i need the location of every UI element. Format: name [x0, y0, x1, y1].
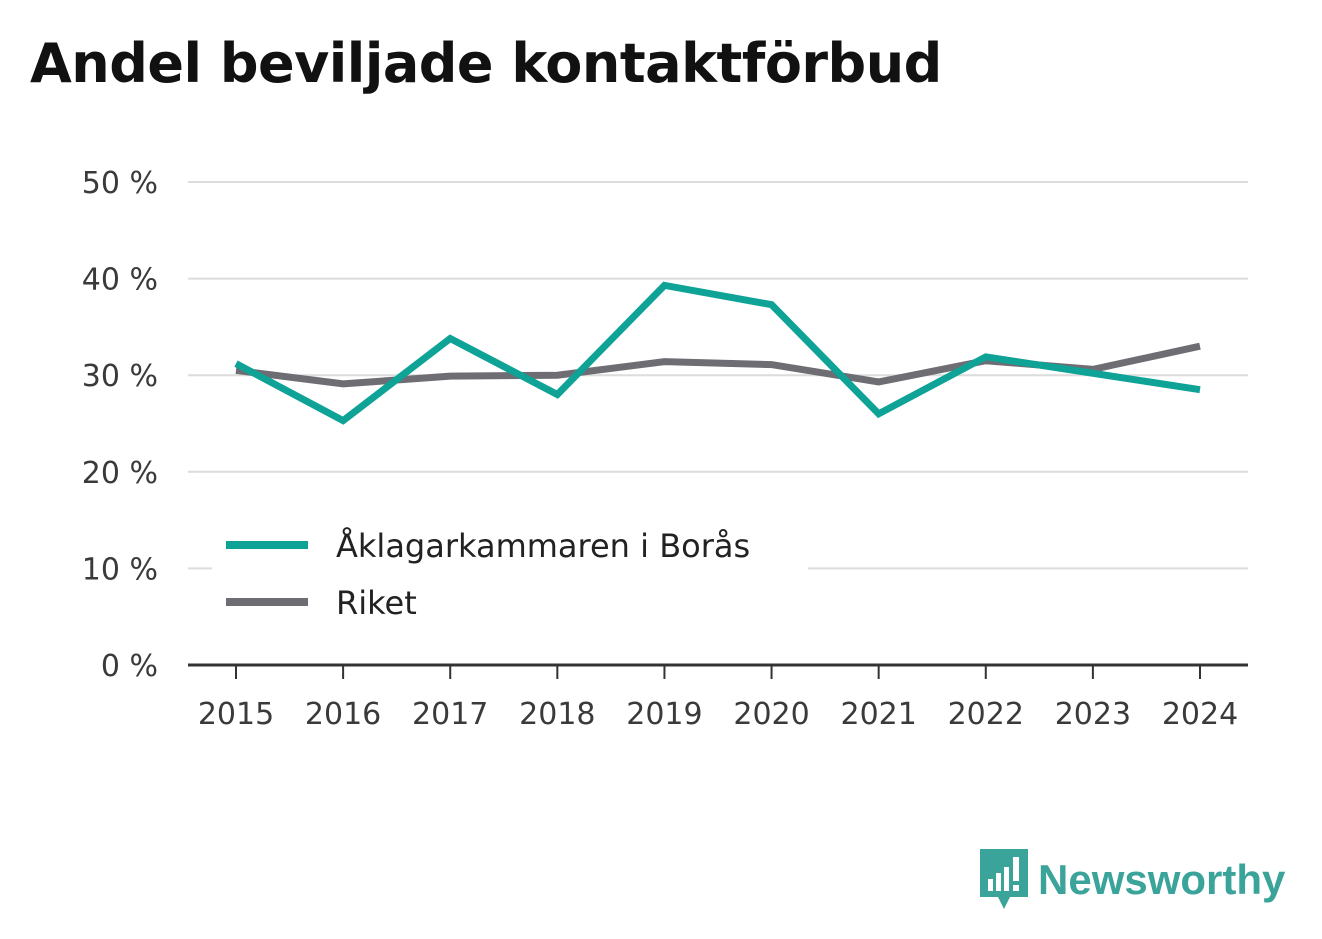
legend-label: Åklagarkammaren i Borås — [336, 527, 750, 565]
chart-title: Andel beviljade kontaktförbud — [30, 32, 942, 95]
x-axis-ticks: 2015 2016 2017 2018 2019 2020 2021 2022 2023 2024 — [198, 665, 1238, 732]
x-tick-label: 2015 — [198, 697, 274, 732]
legend-label: Riket — [336, 584, 417, 622]
x-tick-label: 2023 — [1055, 697, 1131, 732]
x-tick-label: 2016 — [305, 697, 381, 732]
y-axis-ticks: 0 % 10 % 20 % 30 % 40 % 50 % — [82, 166, 158, 684]
y-tick-label: 30 % — [82, 359, 158, 394]
brand: Newsworthy — [980, 848, 1285, 912]
y-tick-label: 40 % — [82, 263, 158, 298]
legend-background — [212, 518, 808, 570]
series-lines — [234, 281, 1201, 425]
brand-name: Newsworthy — [1038, 856, 1286, 903]
y-tick-label: 20 % — [82, 456, 158, 491]
legend: Åklagarkammaren i Borås Riket — [212, 518, 808, 622]
series-line-aklagarkammaren — [234, 281, 1201, 425]
x-tick-label: 2021 — [840, 697, 916, 732]
x-tick-label: 2018 — [519, 697, 595, 732]
y-tick-label: 10 % — [82, 552, 158, 587]
x-tick-label: 2020 — [733, 697, 809, 732]
newsworthy-logo-icon — [980, 849, 1028, 909]
y-tick-label: 50 % — [82, 166, 158, 201]
x-tick-label: 2019 — [626, 697, 702, 732]
x-tick-label: 2024 — [1162, 697, 1238, 732]
x-tick-label: 2022 — [948, 697, 1024, 732]
x-tick-label: 2017 — [412, 697, 488, 732]
y-tick-label: 0 % — [101, 649, 158, 684]
